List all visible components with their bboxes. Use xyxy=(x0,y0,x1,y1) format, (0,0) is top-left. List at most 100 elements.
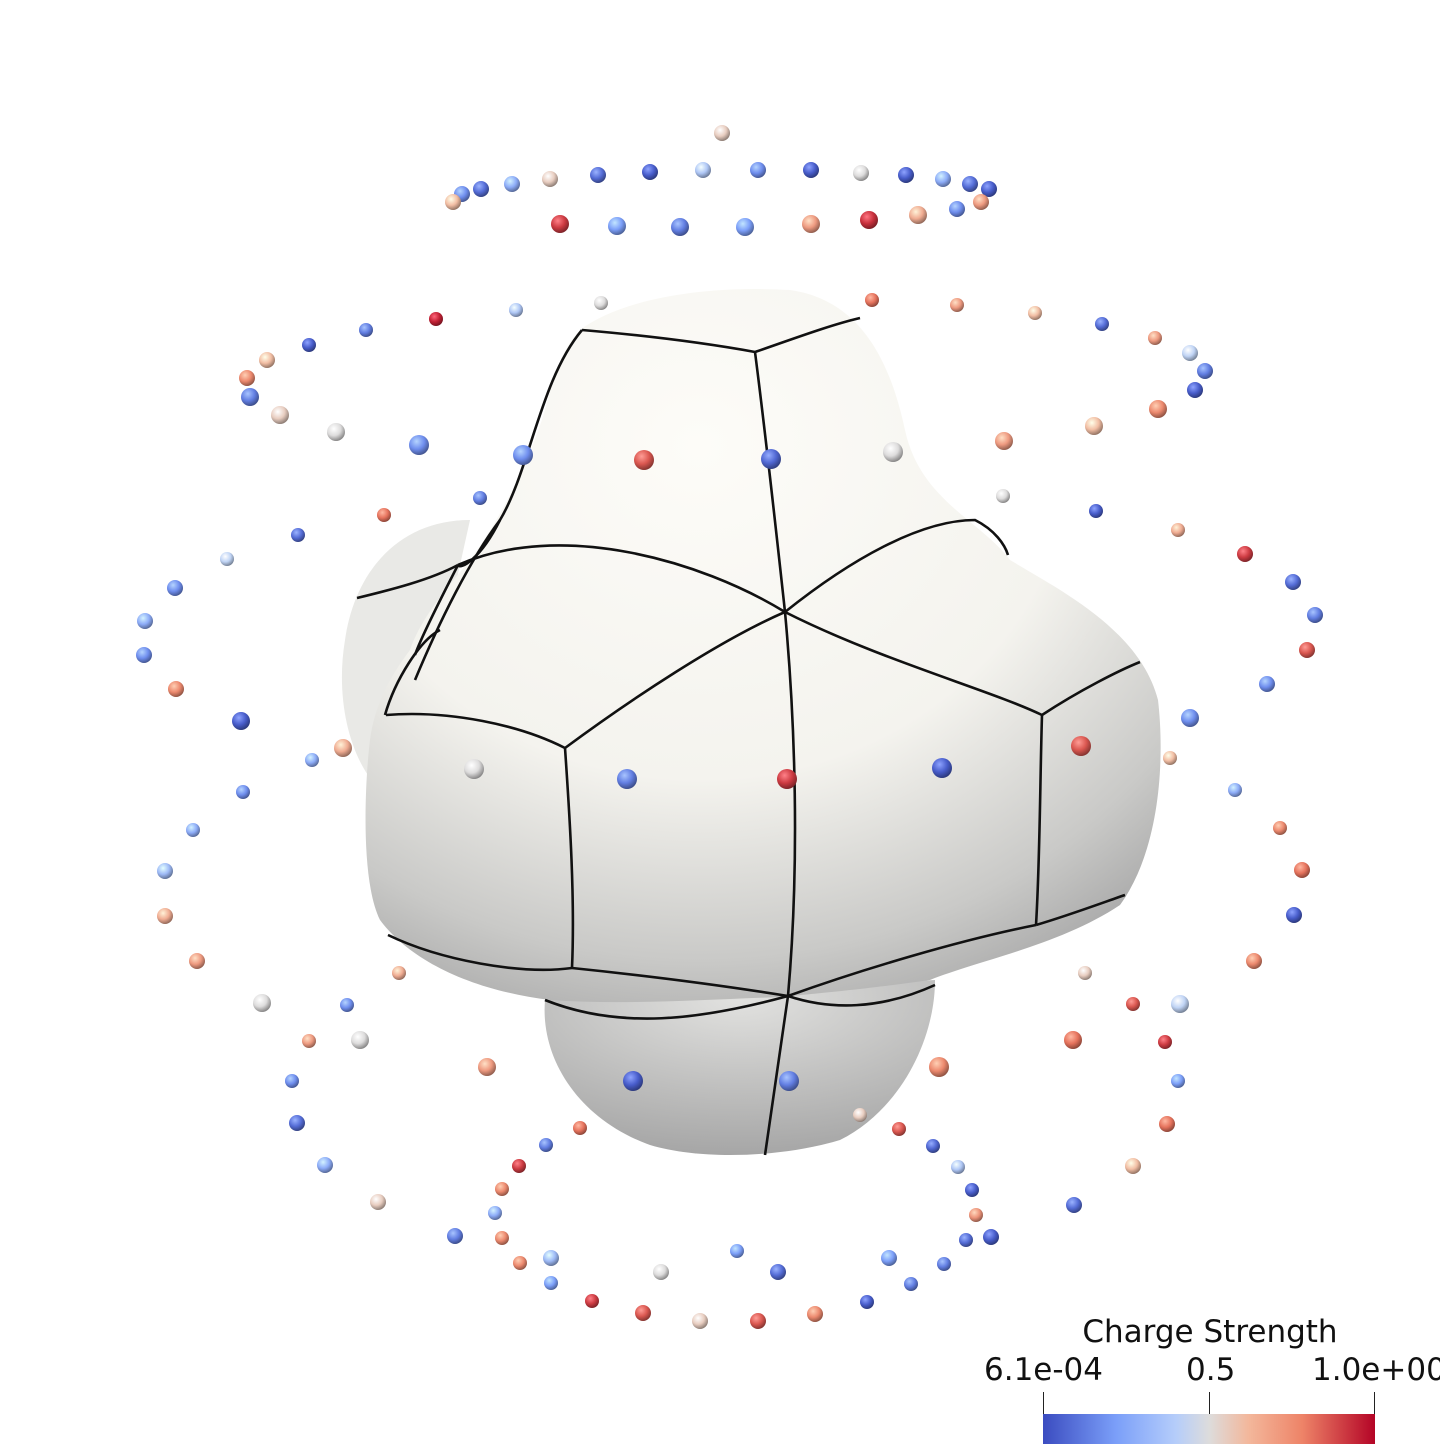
charge-sphere xyxy=(736,218,754,236)
colorbar-tick xyxy=(1043,1392,1044,1414)
charge-sphere xyxy=(1149,400,1167,418)
colorbar-tick xyxy=(1374,1392,1375,1414)
charge-sphere xyxy=(761,449,781,469)
charge-sphere xyxy=(1158,1035,1172,1049)
charge-sphere xyxy=(634,450,654,470)
charge-sphere xyxy=(551,215,569,233)
charge-sphere xyxy=(377,508,391,522)
charge-sphere xyxy=(1071,736,1091,756)
seam-line xyxy=(783,611,797,997)
seam-line xyxy=(544,994,789,1020)
charge-sphere xyxy=(1182,345,1198,361)
seam-line xyxy=(1034,714,1044,926)
charge-sphere xyxy=(1181,709,1199,727)
colorbar-tick xyxy=(1209,1392,1210,1414)
charge-sphere xyxy=(996,489,1010,503)
charge-sphere xyxy=(542,171,558,187)
charge-sphere xyxy=(1299,642,1315,658)
charge-sphere xyxy=(1064,1031,1082,1049)
charge-sphere xyxy=(236,785,250,799)
charge-sphere xyxy=(1163,751,1177,765)
charge-sphere xyxy=(950,298,964,312)
charge-sphere xyxy=(253,994,271,1012)
charge-sphere xyxy=(932,758,952,778)
charge-sphere xyxy=(302,338,316,352)
charge-sphere xyxy=(959,1233,973,1247)
charge-sphere xyxy=(1228,783,1242,797)
charge-sphere xyxy=(1246,953,1262,969)
charge-sphere xyxy=(157,863,173,879)
charge-sphere xyxy=(220,552,234,566)
charge-sphere xyxy=(750,162,766,178)
charge-sphere xyxy=(445,194,461,210)
surface-lower-lobe xyxy=(544,980,935,1156)
charge-sphere xyxy=(544,1276,558,1290)
charge-sphere xyxy=(969,1208,983,1222)
charge-sphere xyxy=(1171,523,1185,537)
charge-sphere xyxy=(1066,1197,1082,1213)
charge-points xyxy=(136,125,1323,1329)
charge-sphere xyxy=(926,1139,940,1153)
color-legend: Charge Strength 6.1e-04 0.5 1.0e+00 xyxy=(980,1310,1440,1448)
charge-sphere xyxy=(1089,504,1103,518)
charge-sphere xyxy=(1197,363,1213,379)
charge-sphere xyxy=(317,1157,333,1173)
charge-sphere xyxy=(860,1295,874,1309)
charge-sphere xyxy=(730,1244,744,1258)
charge-sphere xyxy=(892,1122,906,1136)
charge-sphere xyxy=(898,167,914,183)
charge-sphere xyxy=(750,1313,766,1329)
seam-line xyxy=(385,712,566,750)
charge-sphere xyxy=(327,423,345,441)
seam-line xyxy=(356,563,459,600)
charge-sphere xyxy=(909,206,927,224)
charge-sphere xyxy=(779,1071,799,1091)
charge-sphere xyxy=(1286,907,1302,923)
charge-sphere xyxy=(573,1121,587,1135)
charge-sphere xyxy=(271,406,289,424)
charge-sphere xyxy=(949,201,965,217)
charge-sphere xyxy=(186,823,200,837)
charge-sphere xyxy=(802,215,820,233)
charge-sphere xyxy=(539,1138,553,1152)
charge-sphere xyxy=(714,125,730,141)
charge-sphere xyxy=(543,1250,559,1266)
surface-main-body xyxy=(365,289,1161,1003)
charge-sphere xyxy=(340,998,354,1012)
charge-sphere xyxy=(157,908,173,924)
charge-sphere xyxy=(803,162,819,178)
charge-sphere xyxy=(495,1231,509,1245)
seam-line xyxy=(753,351,787,613)
charge-sphere xyxy=(447,1228,463,1244)
charge-sphere xyxy=(305,753,319,767)
legend-tick-max: 1.0e+00 xyxy=(1312,1352,1440,1388)
charge-sphere xyxy=(429,312,443,326)
charge-sphere xyxy=(473,491,487,505)
charge-sphere xyxy=(853,165,869,181)
charge-sphere xyxy=(1125,1158,1141,1174)
molecular-surface xyxy=(341,289,1161,1156)
charge-sphere xyxy=(608,217,626,235)
charge-sphere xyxy=(1307,607,1323,623)
charge-sphere xyxy=(478,1058,496,1076)
charge-sphere xyxy=(965,1183,979,1197)
charge-sphere xyxy=(239,370,255,386)
charge-sphere xyxy=(1126,997,1140,1011)
charge-sphere xyxy=(590,167,606,183)
charge-sphere xyxy=(1085,417,1103,435)
charge-sphere xyxy=(692,1313,708,1329)
charge-sphere xyxy=(370,1194,386,1210)
charge-sphere xyxy=(504,176,520,192)
seam-line xyxy=(413,519,502,681)
charge-sphere xyxy=(1078,966,1092,980)
charge-sphere xyxy=(464,759,484,779)
charge-sphere xyxy=(623,1071,643,1091)
charge-sphere xyxy=(285,1074,299,1088)
charge-sphere xyxy=(259,352,275,368)
charge-sphere xyxy=(137,613,153,629)
charge-sphere xyxy=(865,293,879,307)
charge-sphere xyxy=(962,176,978,192)
legend-title: Charge Strength xyxy=(1082,1314,1338,1350)
charge-sphere xyxy=(929,1057,949,1077)
